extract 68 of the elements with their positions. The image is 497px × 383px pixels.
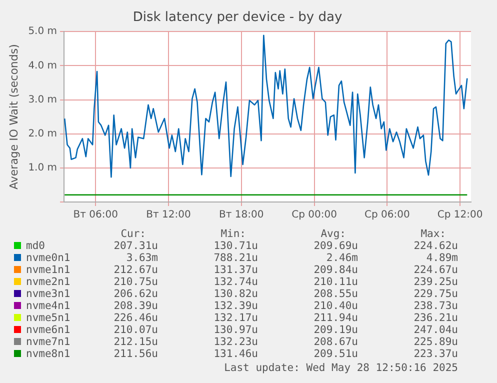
text: 229.75u bbox=[412, 288, 458, 300]
text: 211.56u bbox=[114, 348, 158, 360]
text: Last update: Wed May 28 12:50:16 2025 bbox=[223, 362, 458, 374]
legend-label: nvme7n1 bbox=[26, 336, 70, 348]
y-tick-label: 2.0 m bbox=[28, 128, 58, 140]
x-tick-label: Ср 00:00 bbox=[292, 210, 337, 221]
legend-label: nvme0n1 bbox=[26, 252, 70, 264]
x-tick-label: Вт 18:00 bbox=[219, 210, 264, 221]
legend-label: nvme4n1 bbox=[26, 300, 70, 312]
text: 208.39u bbox=[114, 300, 158, 312]
text: 210.40u bbox=[312, 300, 358, 312]
text: 210.07u bbox=[114, 324, 158, 336]
text: 211.94u bbox=[312, 312, 358, 324]
text: 208.67u bbox=[312, 336, 358, 348]
text: 224.62u bbox=[412, 240, 458, 252]
text: 130.71u bbox=[212, 240, 258, 252]
y-axis-title: Average IO Wait (seconds) bbox=[7, 44, 20, 190]
y-tick-label: 3.0 m bbox=[28, 94, 58, 106]
chart-title: Disk latency per device - by day bbox=[132, 10, 342, 26]
text: 224.67u bbox=[412, 264, 458, 276]
text: 210.75u bbox=[114, 276, 158, 288]
x-tick-label: Ср 12:00 bbox=[437, 210, 483, 221]
text: 212.15u bbox=[114, 336, 158, 348]
text: 130.82u bbox=[212, 288, 258, 300]
legend-label: nvme6n1 bbox=[26, 324, 70, 336]
text: Avg: bbox=[320, 228, 346, 240]
text: 247.04u bbox=[412, 324, 458, 336]
text: 132.23u bbox=[212, 336, 258, 348]
legend-label: nvme5n1 bbox=[26, 312, 70, 324]
text: 238.73u bbox=[412, 300, 458, 312]
text: Cur: bbox=[120, 228, 146, 240]
x-tick-label: Вт 12:00 bbox=[146, 210, 191, 221]
text: 208.55u bbox=[312, 288, 358, 300]
text: 3.63m bbox=[126, 252, 158, 264]
text: 132.39u bbox=[212, 300, 258, 312]
y-tick-label: 1.0 m bbox=[28, 162, 58, 174]
legend-label: nvme8n1 bbox=[26, 348, 70, 360]
text: 207.31u bbox=[112, 240, 158, 252]
y-tick-label: 4.0 m bbox=[28, 60, 58, 72]
text: 225.89u bbox=[412, 336, 458, 348]
text: 209.51u bbox=[312, 348, 358, 360]
legend-label: nvme1n1 bbox=[26, 264, 70, 276]
text: 132.17u bbox=[212, 312, 258, 324]
x-tick-label: Вт 06:00 bbox=[73, 210, 118, 221]
text: 788.21u bbox=[212, 252, 258, 264]
text: 2.46m bbox=[325, 252, 358, 264]
text: 236.21u bbox=[412, 312, 458, 324]
text: 131.46u bbox=[212, 348, 258, 360]
text: 210.11u bbox=[312, 276, 358, 288]
text: 132.74u bbox=[212, 276, 258, 288]
text: 209.19u bbox=[312, 324, 358, 336]
text: 226.46u bbox=[114, 312, 158, 324]
text: Max: bbox=[420, 228, 446, 240]
y-tick-label: 5.0 m bbox=[28, 26, 58, 38]
text: Min: bbox=[220, 228, 246, 240]
text: 209.69u bbox=[312, 240, 358, 252]
text: 4.89m bbox=[425, 252, 458, 264]
x-tick-label: Ср 06:00 bbox=[364, 210, 410, 221]
legend-label: nvme2n1 bbox=[26, 276, 70, 288]
text: 206.62u bbox=[114, 288, 158, 300]
text: 209.84u bbox=[312, 264, 358, 276]
text: 131.37u bbox=[212, 264, 258, 276]
text: 239.25u bbox=[412, 276, 458, 288]
text: 130.97u bbox=[212, 324, 258, 336]
text: 212.67u bbox=[114, 264, 158, 276]
legend-label: nvme3n1 bbox=[26, 288, 70, 300]
legend-label: md0 bbox=[26, 240, 45, 252]
text: 223.37u bbox=[412, 348, 458, 360]
